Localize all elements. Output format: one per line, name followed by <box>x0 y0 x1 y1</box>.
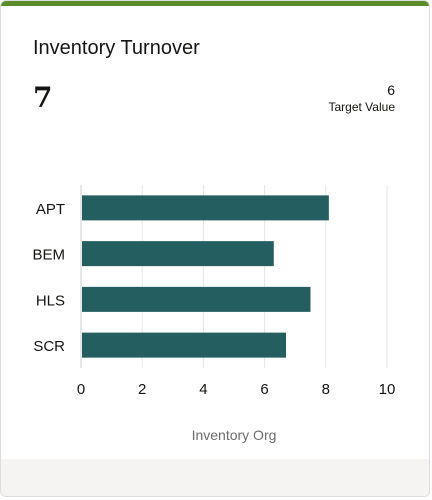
target-label: Target Value <box>328 100 396 114</box>
bar-chart: 0 2 4 6 8 10 APT BEM HLS SCR Inventory Org <box>32 185 396 443</box>
y-category-label: BEM <box>32 247 65 264</box>
bar <box>82 241 274 267</box>
x-tick-label: 8 <box>322 381 330 398</box>
x-tick-label: 4 <box>199 381 207 398</box>
x-tick-label: 10 <box>379 381 396 398</box>
bar <box>82 195 329 221</box>
x-tick-label: 0 <box>77 381 85 398</box>
y-category-label: HLS <box>36 292 65 309</box>
y-category-label: SCR <box>33 338 65 355</box>
target-block: 6 Target Value <box>329 81 396 115</box>
card-title: Inventory Turnover <box>33 37 200 59</box>
x-tick-label: 6 <box>260 381 268 398</box>
bar <box>82 332 287 358</box>
card-top-accent <box>1 1 429 6</box>
x-tick-label: 2 <box>138 381 146 398</box>
target-value: 6 <box>387 82 395 98</box>
metric-value: 7 <box>33 81 53 114</box>
x-axis-title: Inventory Org <box>192 427 277 443</box>
card-footer <box>1 459 429 496</box>
bar <box>82 286 311 312</box>
y-category-label: APT <box>36 201 65 218</box>
